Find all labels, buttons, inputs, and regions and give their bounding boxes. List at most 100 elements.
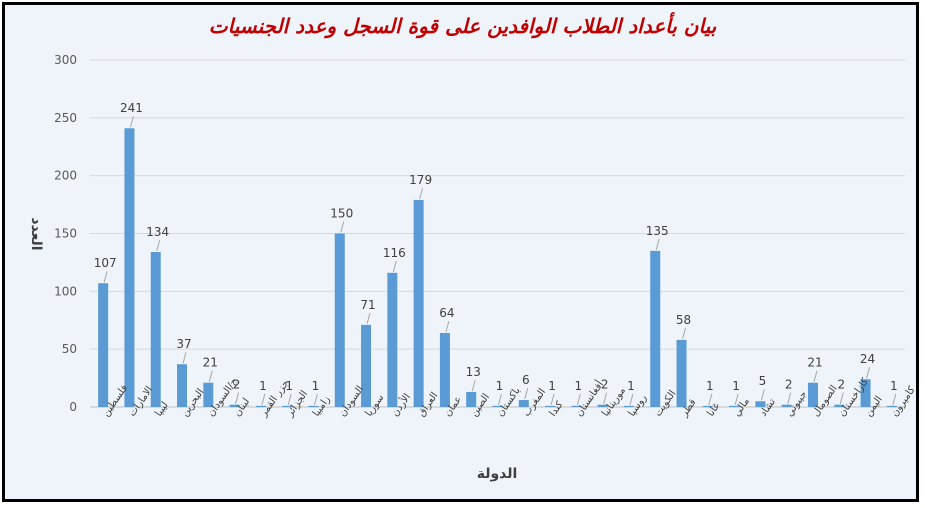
data-label-leader: [813, 370, 818, 382]
bar: [361, 324, 372, 407]
bar: [413, 199, 424, 407]
data-label-leader: [445, 320, 450, 333]
data-label: 2: [601, 378, 609, 392]
data-label: 1: [312, 379, 320, 393]
data-label: 1: [575, 379, 583, 393]
data-label-leader: [734, 393, 739, 405]
data-label: 1: [496, 379, 504, 393]
data-label: 150: [330, 207, 353, 221]
data-label: 107: [94, 256, 117, 270]
bar: [676, 339, 687, 407]
data-label-leader: [498, 393, 502, 405]
data-label: 37: [176, 337, 191, 351]
bar: [255, 405, 266, 407]
data-label: 241: [120, 101, 143, 115]
data-label: 116: [383, 246, 406, 260]
bar: [334, 233, 345, 407]
data-label-leader: [103, 271, 108, 283]
data-label: 58: [676, 313, 691, 327]
data-label: 2: [233, 378, 241, 392]
data-label-leader: [340, 221, 345, 233]
data-label: 2: [837, 378, 845, 392]
data-label-leader: [524, 387, 529, 400]
data-label-leader: [682, 327, 687, 340]
data-label-leader: [235, 392, 240, 404]
data-label-leader: [787, 392, 792, 404]
bar: [571, 405, 582, 407]
data-label-leader: [892, 393, 897, 405]
bar: [492, 405, 503, 407]
data-label-leader: [839, 392, 844, 404]
data-label-leader: [576, 393, 581, 405]
data-label: 1: [285, 379, 293, 393]
bar: [729, 405, 740, 407]
bar: [466, 391, 477, 407]
data-label: 6: [522, 373, 530, 387]
x-axis-title: الدولة: [477, 466, 518, 482]
bar: [650, 250, 661, 407]
x-tick-label: لبنان: [232, 396, 252, 418]
data-label-leader: [392, 260, 397, 272]
x-tick-label: جيبوتي: [784, 389, 809, 419]
x-tick-label: غانا: [705, 401, 722, 419]
bar: [229, 404, 240, 407]
bar: [439, 332, 450, 407]
data-label-leader: [366, 312, 371, 325]
data-label-leader: [655, 238, 660, 250]
bar: [755, 401, 766, 407]
data-label-leader: [182, 352, 187, 364]
data-label: 179: [409, 173, 432, 187]
data-label: 71: [360, 298, 375, 312]
data-label: 21: [807, 356, 822, 370]
bar: [597, 404, 608, 407]
data-label-leader: [156, 239, 161, 252]
y-tick-label: 250: [54, 111, 77, 125]
data-label: 134: [146, 225, 169, 239]
data-label: 1: [548, 379, 556, 393]
chart-title: بيان بأعداد الطلاب الوافدين على قوة السج…: [208, 14, 717, 38]
data-label-leader: [419, 187, 424, 200]
bar: [623, 405, 634, 407]
bar: [282, 405, 293, 407]
bar: [886, 405, 897, 407]
data-label-leader: [866, 367, 871, 379]
y-tick-label: 50: [62, 342, 77, 356]
bar: [807, 382, 818, 407]
data-label: 1: [706, 379, 714, 393]
data-label: 24: [860, 352, 875, 366]
data-label-leader: [129, 116, 134, 128]
bar: [150, 252, 161, 407]
x-tick-label: زامبيا: [311, 394, 333, 419]
chart-frame: [2, 2, 919, 502]
bar: [860, 379, 871, 407]
data-label: 1: [627, 379, 635, 393]
x-tick-label: تشاد: [758, 397, 778, 419]
data-label-leader: [208, 370, 213, 382]
y-tick-label: 100: [54, 284, 77, 298]
bar: [387, 272, 398, 407]
data-label-leader: [603, 392, 608, 404]
x-tick-label: روسيا: [626, 393, 649, 419]
data-label: 21: [203, 356, 218, 370]
y-tick-label: 150: [54, 227, 77, 241]
bar: [203, 382, 214, 407]
data-label-leader: [760, 389, 765, 401]
y-tick-label: 300: [54, 53, 77, 67]
data-label-leader: [550, 393, 555, 405]
data-label-leader: [629, 393, 634, 405]
bar: [124, 128, 135, 407]
bar: [545, 405, 556, 407]
bar: [98, 283, 109, 407]
data-label: 5: [759, 374, 767, 388]
y-axis-title: العدد: [28, 217, 44, 250]
bar: [702, 405, 713, 407]
data-label: 1: [259, 379, 267, 393]
data-label: 64: [439, 306, 454, 320]
data-label: 135: [646, 224, 669, 238]
data-label: 1: [732, 379, 740, 393]
data-label-leader: [261, 393, 266, 405]
data-label-leader: [708, 393, 713, 405]
data-label-leader: [471, 379, 476, 392]
data-label: 1: [890, 379, 898, 393]
